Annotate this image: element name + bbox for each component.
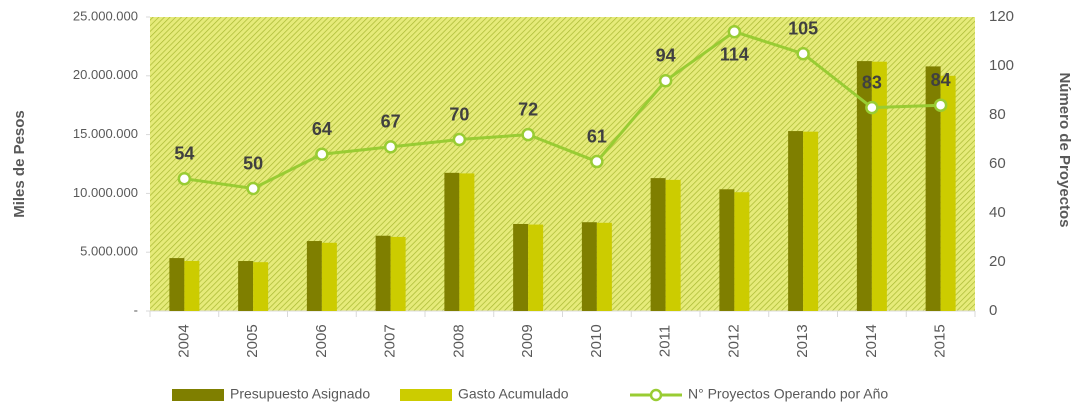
- y2-tick-label: 80: [989, 106, 1006, 123]
- bar: [513, 223, 529, 311]
- data-label: 64: [312, 119, 332, 139]
- bar: [253, 262, 269, 311]
- x-tick-label: 2004: [175, 324, 192, 357]
- marker: [521, 127, 535, 142]
- marker: [246, 181, 260, 196]
- bar: [940, 75, 956, 311]
- y-tick-label: 5.000.000: [80, 244, 138, 259]
- data-label: 50: [243, 153, 263, 173]
- bar: [871, 61, 887, 311]
- data-label: 54: [174, 143, 194, 163]
- plot-background: [150, 17, 975, 311]
- legend-label: Presupuesto Asignado: [230, 386, 370, 402]
- bar: [184, 261, 200, 311]
- marker: [658, 73, 673, 88]
- bar: [390, 236, 406, 311]
- x-tick-label: 2005: [244, 324, 261, 357]
- bar: [459, 173, 475, 311]
- x-tick-label: 2011: [657, 325, 674, 357]
- bar: [596, 222, 612, 311]
- bar: [650, 178, 666, 311]
- bar: [306, 241, 322, 311]
- marker: [315, 147, 329, 161]
- data-label: 70: [449, 104, 469, 124]
- x-tick-label: 2010: [588, 324, 605, 357]
- data-label: 83: [862, 72, 882, 92]
- y2-tick-label: 60: [989, 155, 1006, 172]
- data-label: 67: [381, 112, 401, 132]
- bar: [665, 179, 681, 311]
- y-axis-title: Miles de Pesos: [11, 110, 28, 218]
- x-tick-label: 2015: [932, 324, 949, 357]
- data-label: 105: [788, 19, 818, 39]
- bar: [734, 192, 750, 311]
- marker: [177, 171, 192, 186]
- x-tick-label: 2012: [725, 324, 742, 357]
- x-tick-label: 2014: [863, 324, 880, 357]
- y-tick-label: 10.000.000: [73, 185, 138, 200]
- legend-marker: [649, 388, 663, 402]
- legend-label: Gasto Acumulado: [458, 386, 569, 402]
- bar: [169, 258, 185, 311]
- marker: [727, 24, 742, 39]
- marker: [933, 98, 948, 112]
- y-tick-label: -: [134, 302, 138, 317]
- x-tick-label: 2006: [313, 324, 330, 357]
- y2-tick-label: 20: [989, 253, 1006, 270]
- legend-swatch: [172, 389, 224, 401]
- bar: [719, 189, 735, 311]
- bar: [528, 224, 544, 311]
- y2-tick-label: 120: [989, 8, 1014, 25]
- data-label: 61: [587, 126, 607, 146]
- data-label: 114: [720, 44, 749, 64]
- bar: [925, 66, 941, 311]
- bar: [788, 131, 804, 311]
- legend-label: N° Proyectos Operando por Año: [688, 386, 888, 402]
- y-tick-label: 15.000.000: [73, 126, 138, 141]
- marker: [452, 132, 467, 147]
- data-label: 84: [931, 70, 951, 90]
- marker: [590, 154, 604, 169]
- marker: [383, 140, 398, 154]
- marker: [865, 100, 879, 115]
- data-label: 72: [518, 99, 538, 119]
- x-tick-label: 2007: [382, 324, 399, 357]
- bar: [803, 131, 819, 311]
- y2-tick-label: 40: [989, 204, 1006, 221]
- y-tick-label: 20.000.000: [73, 67, 138, 82]
- bar: [856, 61, 872, 311]
- bar: [321, 242, 337, 311]
- bar: [444, 172, 460, 311]
- y2-tick-label: 0: [989, 302, 997, 319]
- y2-axis-title: Número de Proyectos: [1056, 72, 1073, 227]
- data-label: 94: [656, 45, 676, 65]
- bar: [581, 222, 597, 311]
- y-tick-label: 25.000.000: [73, 8, 138, 23]
- x-tick-label: 2008: [450, 324, 467, 357]
- x-tick-label: 2013: [794, 324, 811, 357]
- x-tick-label: 2009: [519, 324, 536, 357]
- bar: [375, 235, 391, 311]
- marker: [796, 47, 810, 61]
- line: [184, 30, 941, 191]
- legend-swatch: [400, 389, 452, 401]
- bar: [238, 261, 254, 311]
- y2-tick-label: 100: [989, 57, 1014, 74]
